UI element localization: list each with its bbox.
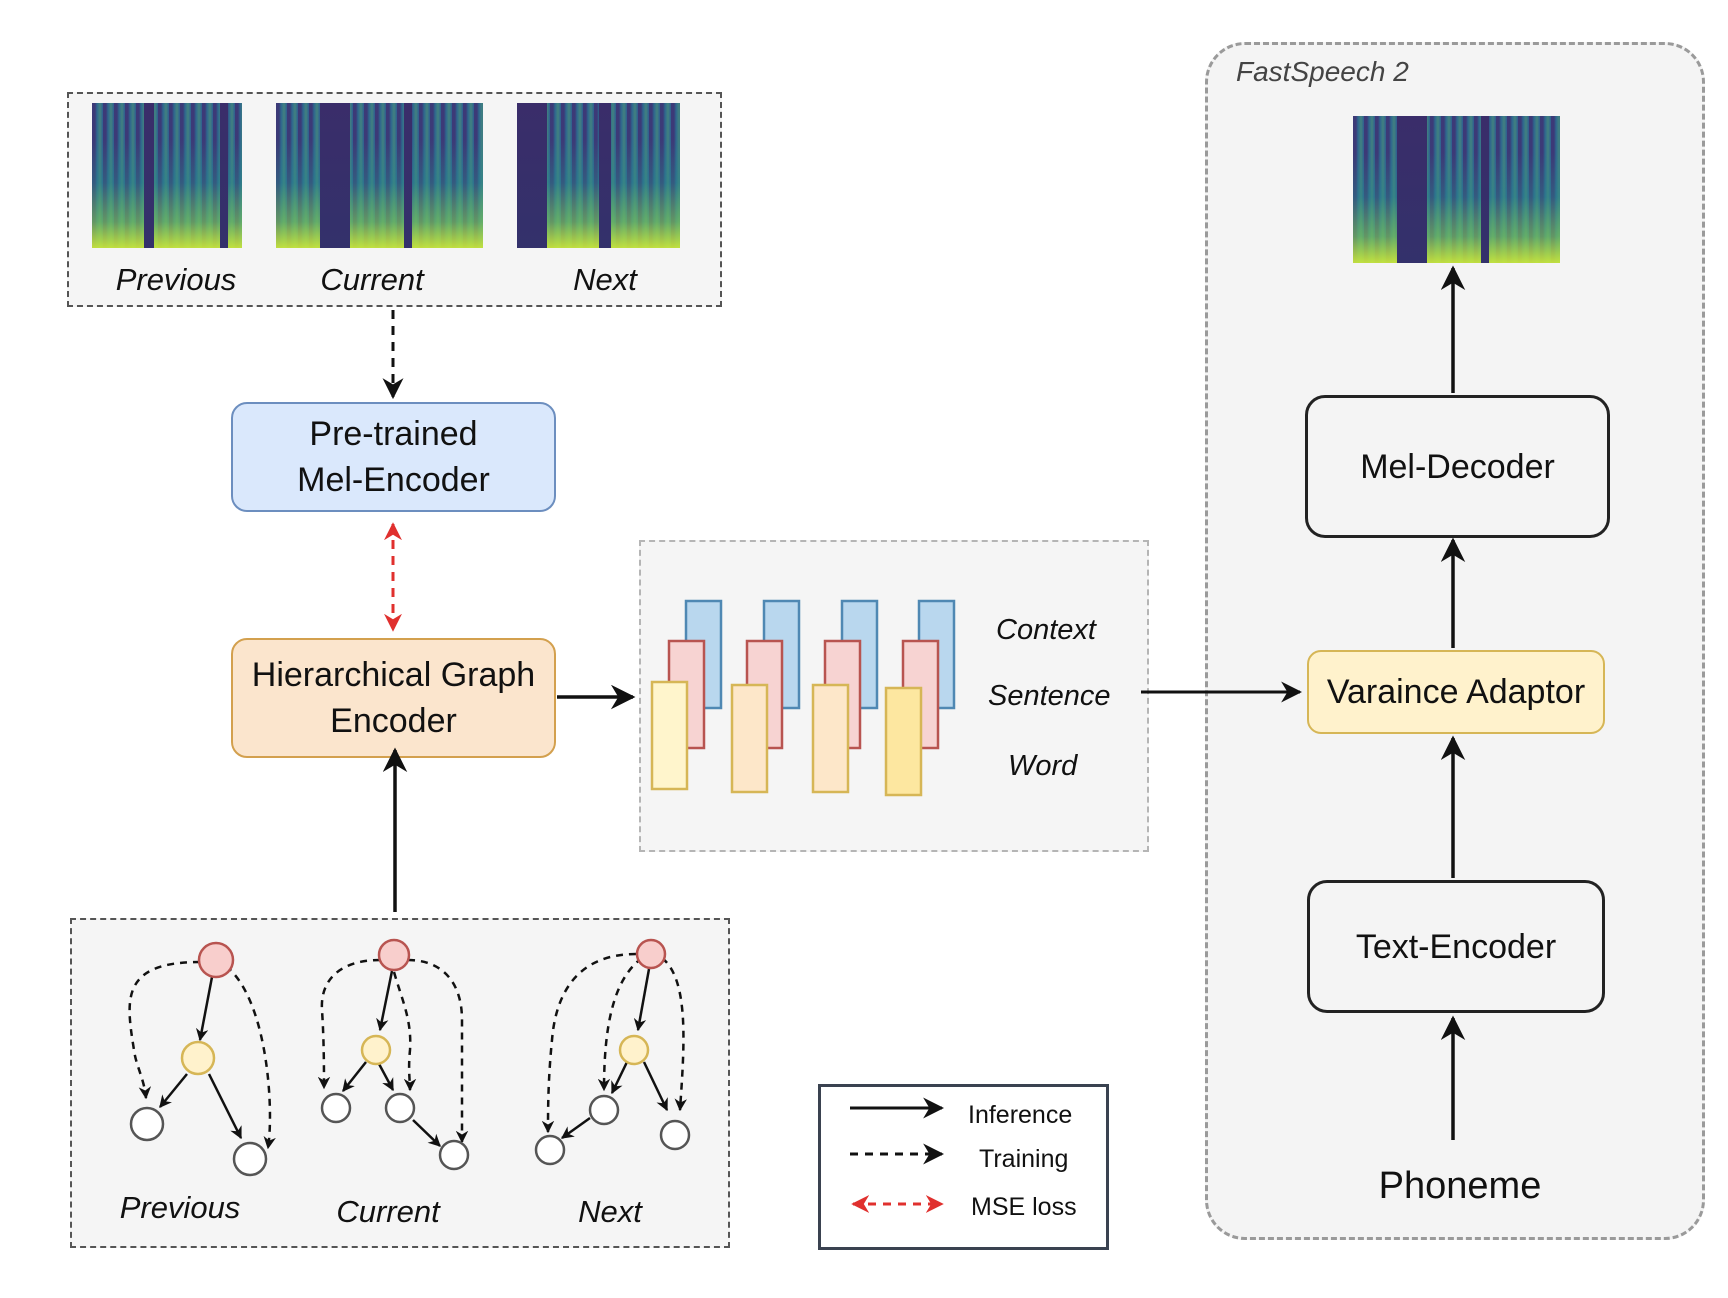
- hier-line2: Encoder: [330, 702, 457, 740]
- graph-node-word: [129, 1106, 165, 1142]
- mel-label-current: Current: [320, 262, 424, 297]
- graph-node-word: [320, 1092, 352, 1124]
- embedding-label-context: Context: [996, 614, 1096, 646]
- spectrogram-current: [276, 103, 483, 248]
- graph-label-previous: Previous: [119, 1190, 241, 1225]
- graph-next: [534, 938, 691, 1166]
- graph-node-sentence: [180, 1040, 216, 1076]
- pretrained-line1: Pre-trained: [309, 415, 478, 453]
- word-bar: [884, 686, 923, 797]
- legend: Inference Training MSE loss: [818, 1084, 1109, 1250]
- spectrogram-next: [517, 103, 680, 248]
- graph-current: [317, 938, 470, 1171]
- word-bar: [650, 680, 689, 791]
- spectrogram-previous: [92, 103, 242, 248]
- graph-node-word: [534, 1134, 566, 1166]
- word-bar: [811, 683, 850, 794]
- embedding-bars: [650, 599, 956, 797]
- variance-adaptor: Varaince Adaptor: [1307, 650, 1605, 734]
- text-encoder: Text-Encoder: [1307, 880, 1605, 1013]
- hier-line1: Hierarchical Graph: [251, 656, 536, 694]
- pretrained-mel-encoder: Pre-trained Mel-Encoder: [231, 402, 556, 512]
- graph-node-word: [384, 1092, 416, 1124]
- word-bar: [730, 683, 769, 794]
- graph-node-word: [232, 1141, 268, 1177]
- graph-node-context: [377, 938, 411, 972]
- graph-label-next: Next: [578, 1194, 642, 1229]
- graph-node-context: [197, 941, 235, 979]
- pretrained-line2: Mel-Encoder: [297, 461, 490, 499]
- mel-label-previous: Previous: [115, 262, 237, 297]
- legend-training-label: Training: [979, 1145, 1069, 1173]
- embedding-label-sentence: Sentence: [988, 680, 1111, 712]
- legend-inference-label: Inference: [968, 1101, 1073, 1129]
- mel-decoder: Mel-Decoder: [1305, 395, 1610, 538]
- graph-node-context: [635, 938, 667, 970]
- graph-label-current: Current: [336, 1194, 440, 1229]
- mel-label-next: Next: [573, 262, 637, 297]
- graph-node-sentence: [618, 1034, 650, 1066]
- phoneme-label: Phoneme: [1378, 1164, 1542, 1207]
- embedding-label-word: Word: [1008, 750, 1078, 782]
- graph-previous: [128, 941, 276, 1177]
- fastspeech-title: FastSpeech 2: [1236, 56, 1409, 87]
- graph-node-word: [588, 1094, 620, 1126]
- graph-node-sentence: [360, 1034, 392, 1066]
- spectrogram-output: [1353, 116, 1560, 263]
- legend-mse-label: MSE loss: [971, 1193, 1077, 1221]
- graph-node-word: [438, 1139, 470, 1171]
- graph-node-word: [659, 1119, 691, 1151]
- hierarchical-graph-encoder: Hierarchical Graph Encoder: [231, 638, 556, 758]
